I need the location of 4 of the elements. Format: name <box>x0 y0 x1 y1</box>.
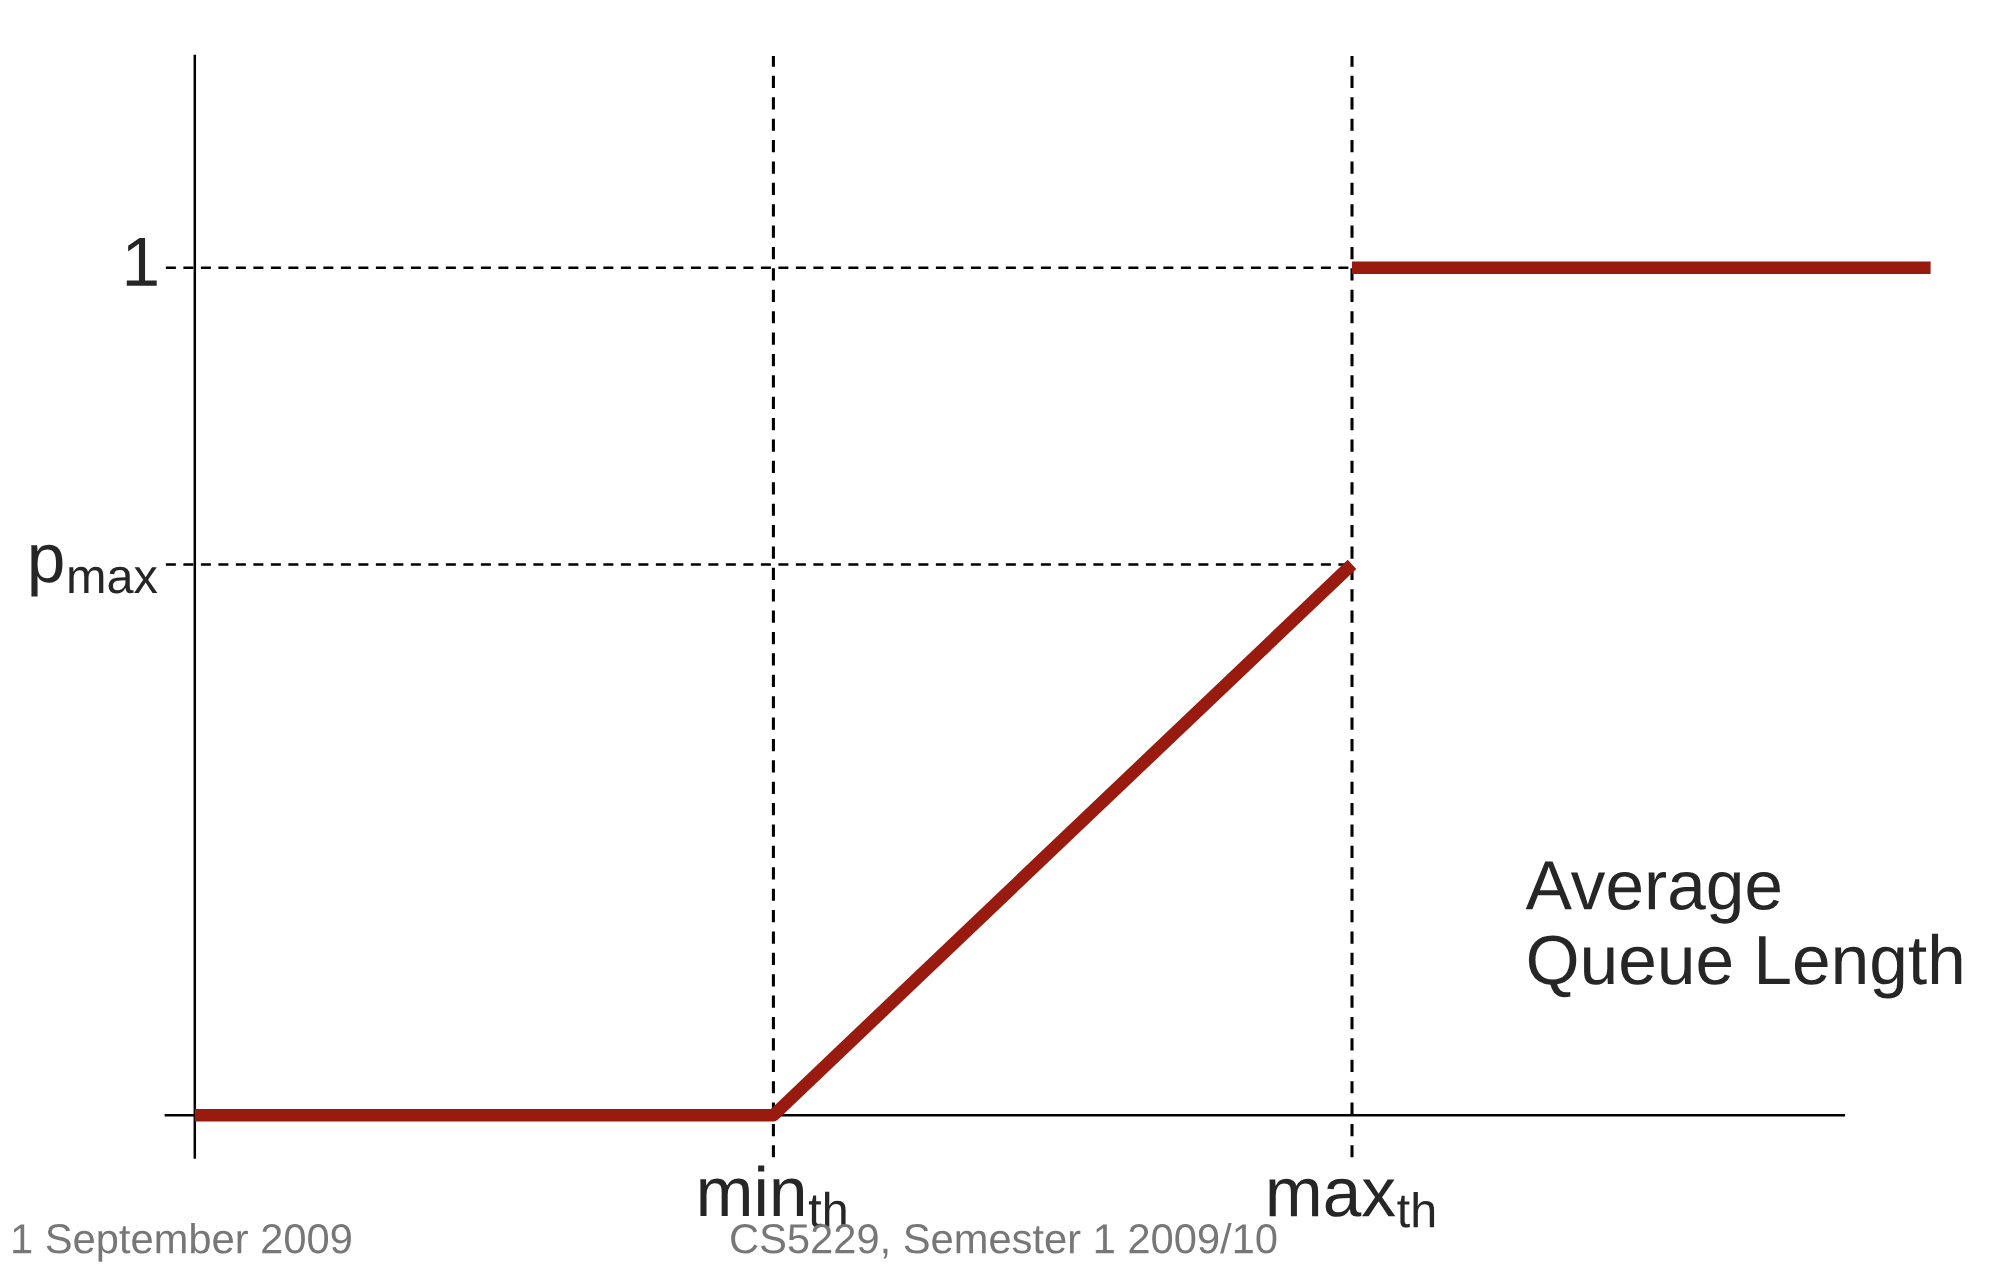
ref-line-label: 1 <box>126 237 157 286</box>
ref-line-label: p$_{max}$ <box>31 544 158 597</box>
text: 1 September 2009 <box>13 1222 351 1262</box>
x-axis-title: Average Queue Length <box>1525 861 1962 999</box>
